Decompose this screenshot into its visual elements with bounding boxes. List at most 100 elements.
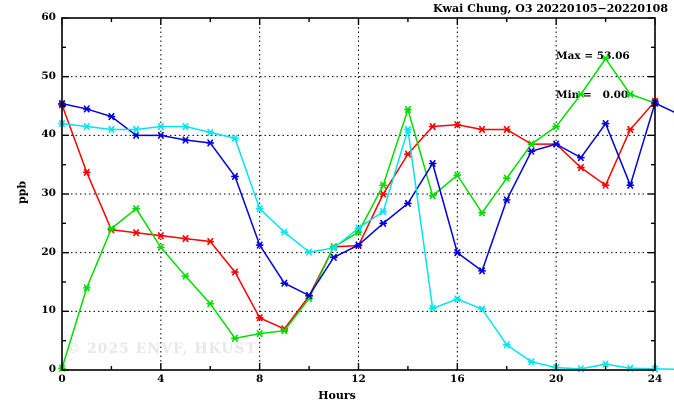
- y-tick-label: 30: [41, 187, 56, 199]
- data-marker: [329, 244, 338, 252]
- data-marker: [156, 243, 165, 251]
- data-marker: [404, 125, 412, 134]
- data-marker: [82, 122, 91, 131]
- data-marker: [82, 105, 91, 113]
- gridlines: [62, 18, 655, 370]
- data-marker: [552, 140, 561, 148]
- axis-ticks: [61, 17, 656, 371]
- data-marker: [181, 272, 190, 280]
- data-marker: [478, 125, 486, 134]
- data-marker: [206, 237, 215, 246]
- data-marker: [280, 327, 289, 335]
- data-marker: [428, 159, 437, 168]
- data-marker: [379, 190, 388, 198]
- data-marker: [626, 181, 635, 189]
- data-marker: [379, 208, 388, 216]
- max-value-label: Max = 53.06: [556, 50, 630, 62]
- data-marker: [428, 122, 437, 131]
- x-tick-label: 24: [647, 373, 663, 385]
- data-marker: [132, 125, 141, 134]
- data-marker: [280, 228, 289, 236]
- data-marker: [626, 125, 635, 134]
- x-tick-label: 16: [450, 373, 465, 385]
- chart-title: Kwai Chung, O3 20220105−20220108: [432, 2, 668, 15]
- data-marker: [576, 154, 585, 162]
- data-marker: [181, 234, 190, 243]
- data-marker: [601, 181, 610, 189]
- data-marker: [107, 125, 116, 134]
- data-marker: [206, 300, 215, 308]
- data-marker: [82, 168, 91, 176]
- data-marker: [379, 219, 388, 227]
- data-marker: [329, 253, 338, 261]
- data-marker: [576, 164, 585, 172]
- data-marker: [453, 249, 462, 257]
- data-marker: [404, 150, 412, 158]
- data-marker: [478, 267, 486, 275]
- data-marker: [156, 232, 165, 240]
- data-marker: [82, 284, 91, 292]
- data-marker: [453, 295, 462, 303]
- data-marker: [502, 174, 511, 182]
- data-marker: [280, 279, 289, 287]
- data-marker: [231, 172, 239, 180]
- data-marker: [181, 122, 190, 131]
- data-marker: [552, 122, 561, 131]
- data-marker: [502, 341, 511, 349]
- x-tick-label: 4: [157, 373, 165, 385]
- y-tick-label: 40: [41, 128, 56, 141]
- y-tick-label: 60: [41, 11, 56, 23]
- data-marker: [156, 131, 165, 139]
- data-marker: [305, 248, 313, 256]
- data-marker: [453, 171, 462, 179]
- data-marker: [231, 268, 239, 276]
- data-marker: [404, 199, 412, 207]
- x-axis-label: Hours: [318, 389, 356, 402]
- data-marker: [156, 122, 165, 131]
- min-value-label: Min = 0.00: [556, 89, 629, 101]
- data-marker: [354, 241, 363, 249]
- data-marker: [255, 205, 264, 213]
- series-series-green: [58, 55, 659, 372]
- data-marker: [626, 90, 635, 98]
- data-marker: [527, 140, 536, 148]
- x-tick-label: 12: [351, 373, 366, 385]
- data-marker: [379, 181, 388, 189]
- y-tick-label: 10: [41, 304, 56, 317]
- data-marker: [206, 128, 215, 136]
- data-marker: [428, 304, 437, 312]
- data-marker: [132, 229, 141, 237]
- y-tick-label: 50: [41, 69, 56, 82]
- data-marker: [601, 360, 610, 368]
- data-marker: [601, 55, 610, 63]
- data-marker: [601, 120, 610, 128]
- data-marker: [527, 358, 536, 366]
- data-marker: [132, 205, 141, 213]
- data-marker: [231, 334, 239, 342]
- data-marker: [478, 305, 486, 313]
- data-marker: [107, 225, 116, 233]
- data-marker: [404, 105, 412, 114]
- series-series-red: [58, 97, 659, 333]
- data-marker: [255, 241, 264, 249]
- data-marker: [206, 139, 215, 147]
- data-marker: [231, 134, 239, 142]
- data-marker: [576, 90, 585, 98]
- data-marker: [255, 330, 264, 338]
- data-marker: [255, 314, 264, 322]
- series-series-blue: [58, 99, 674, 300]
- y-tick-label: 0: [48, 363, 56, 375]
- data-marker: [453, 121, 462, 129]
- data-marker: [502, 125, 511, 134]
- data-marker: [502, 196, 511, 204]
- y-tick-label: 20: [41, 245, 56, 258]
- x-tick-label: 8: [256, 373, 264, 385]
- data-marker: [181, 136, 190, 144]
- data-marker: [428, 192, 437, 200]
- data-marker: [527, 147, 536, 155]
- data-marker: [305, 291, 313, 300]
- data-marker: [478, 209, 486, 217]
- data-marker: [132, 131, 141, 139]
